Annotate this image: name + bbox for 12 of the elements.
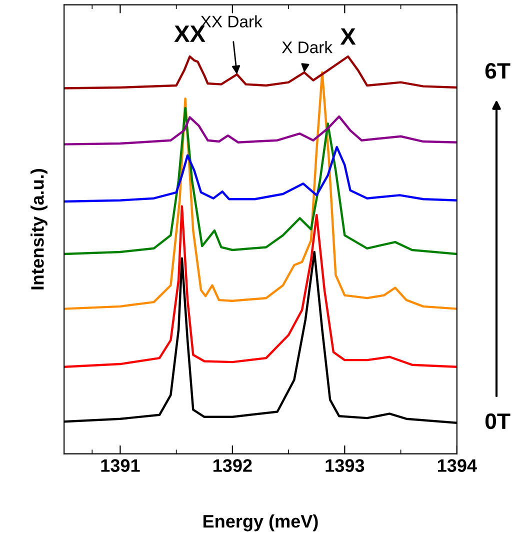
x-tick-label: 1393	[326, 459, 364, 472]
x-axis-title: Energy (meV)	[204, 514, 318, 532]
text: 6T	[485, 62, 510, 79]
y-axis-title: Intensity (a.u.)	[30, 169, 48, 290]
annotation: XX	[174, 26, 206, 42]
annotation: XX Dark	[200, 15, 262, 28]
x-tick-label: 1391	[101, 459, 140, 472]
x-tick-label: 1394	[438, 459, 477, 472]
annotation: X	[340, 28, 356, 45]
annotation: X Dark	[282, 41, 333, 54]
x-tick-label: 1392	[213, 459, 252, 472]
text: 0T	[485, 413, 510, 430]
